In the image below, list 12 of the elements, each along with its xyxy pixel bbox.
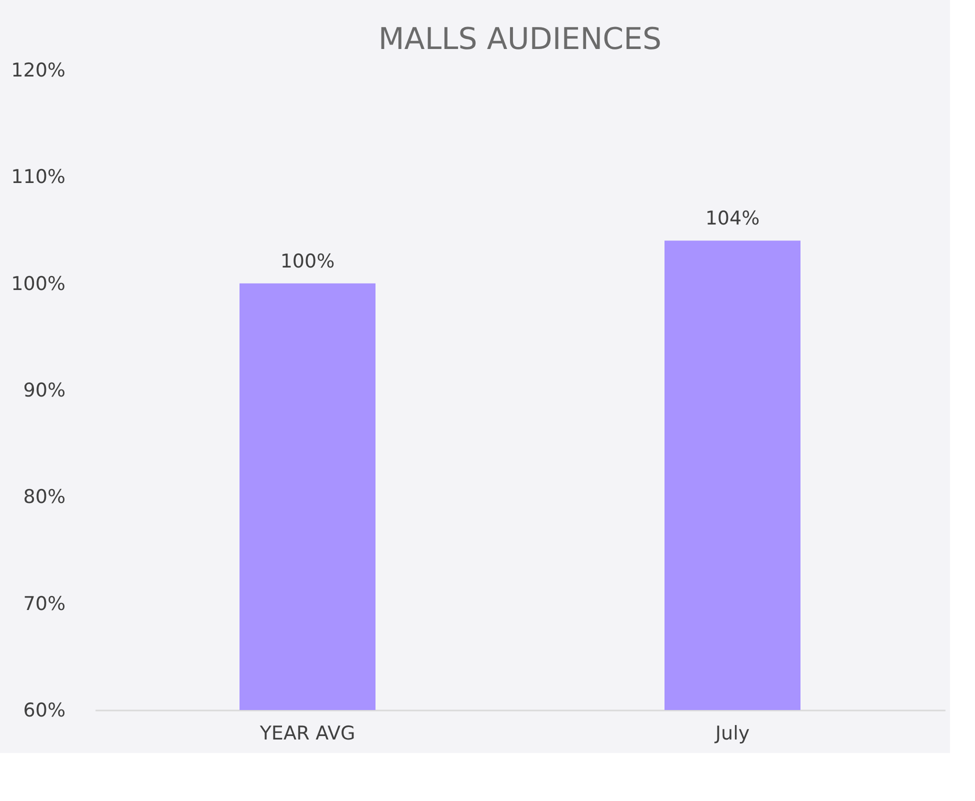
y-tick-label: 80%: [23, 486, 66, 508]
y-tick-label: 120%: [11, 60, 66, 82]
y-tick-label: 70%: [23, 592, 66, 615]
chart-title: MALLS AUDIENCES: [378, 22, 662, 57]
y-tick-label: 100%: [11, 272, 66, 295]
data-label: 104%: [705, 208, 760, 230]
x-tick-label: July: [714, 722, 750, 744]
y-tick-label: 60%: [23, 700, 66, 722]
y-tick-label: 110%: [11, 166, 66, 188]
x-tick-label: YEAR AVG: [258, 722, 356, 744]
data-label: 100%: [280, 250, 335, 272]
y-tick-label: 90%: [23, 380, 66, 402]
